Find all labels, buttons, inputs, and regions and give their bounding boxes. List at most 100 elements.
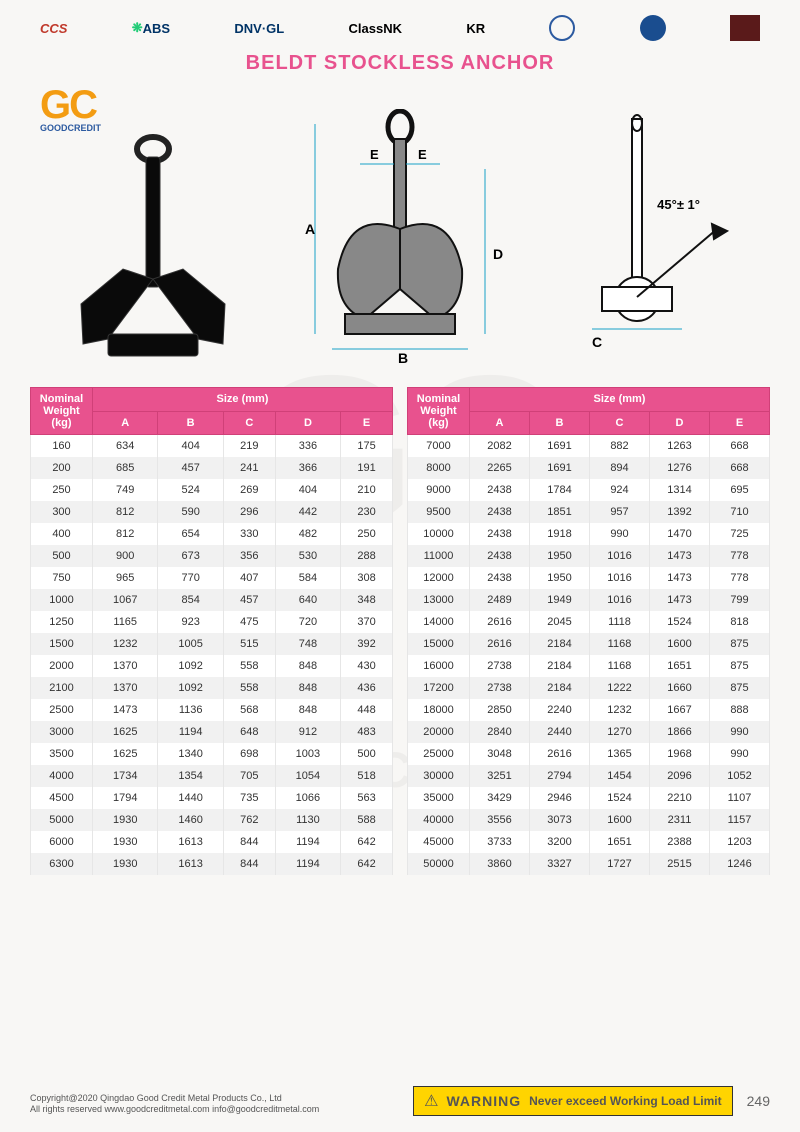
cell: 668 [710, 457, 770, 479]
svg-text:E: E [370, 147, 379, 162]
cell: 1950 [530, 545, 590, 567]
cell: 668 [710, 435, 770, 458]
cell: 210 [341, 479, 393, 501]
cell: 10000 [408, 523, 470, 545]
anchor-diagram-side: C [523, 109, 770, 369]
cell: 3327 [530, 853, 590, 875]
cell: 1930 [93, 853, 158, 875]
cell: 404 [158, 435, 223, 458]
cell: 404 [275, 479, 340, 501]
cell: 2438 [470, 479, 530, 501]
cell: 957 [590, 501, 650, 523]
table-row: 4500037333200165123881203 [408, 831, 770, 853]
cell: 457 [158, 457, 223, 479]
cell: 1613 [158, 853, 223, 875]
cert-abs: ❋ABS [132, 14, 170, 42]
cell: 1918 [530, 523, 590, 545]
cell: 448 [341, 699, 393, 721]
cell: 3251 [470, 765, 530, 787]
cell: 588 [341, 809, 393, 831]
cell: 748 [275, 633, 340, 655]
cell: 762 [223, 809, 275, 831]
th-col: D [650, 411, 710, 435]
table-row: 8000226516918941276668 [408, 457, 770, 479]
cell: 673 [158, 545, 223, 567]
cell: 1232 [93, 633, 158, 655]
cert-classnk: ClassNK [349, 14, 402, 42]
cell: 3500 [31, 743, 93, 765]
table-row: 300812590296442230 [31, 501, 393, 523]
table-row: 160634404219336175 [31, 435, 393, 458]
warning-box: ⚠ WARNING Never exceed Working Load Limi… [413, 1086, 733, 1116]
cell: 40000 [408, 809, 470, 831]
cell: 1016 [590, 545, 650, 567]
cell: 778 [710, 545, 770, 567]
cell: 336 [275, 435, 340, 458]
cell: 725 [710, 523, 770, 545]
table-row: 12501165923475720370 [31, 611, 393, 633]
cell: 370 [341, 611, 393, 633]
cell: 330 [223, 523, 275, 545]
cell: 882 [590, 435, 650, 458]
cell: 875 [710, 633, 770, 655]
table-row: 150012321005515748392 [31, 633, 393, 655]
cell: 1660 [650, 677, 710, 699]
cell: 5000 [31, 809, 93, 831]
th-size: Size (mm) [470, 388, 770, 412]
cell: 3556 [470, 809, 530, 831]
cell: 1270 [590, 721, 650, 743]
table-row: 400812654330482250 [31, 523, 393, 545]
cell: 18000 [408, 699, 470, 721]
cell: 894 [590, 457, 650, 479]
svg-text:A: A [305, 221, 315, 237]
th-size: Size (mm) [93, 388, 393, 412]
svg-text:B: B [398, 350, 408, 366]
cell: 563 [341, 787, 393, 809]
cell: 1054 [275, 765, 340, 787]
cell: 500 [341, 743, 393, 765]
cert-badge1 [549, 14, 575, 42]
cell: 200 [31, 457, 93, 479]
cell: 250 [31, 479, 93, 501]
th-nominal: Nominal Weight (kg) [408, 388, 470, 435]
cell: 749 [93, 479, 158, 501]
cell: 1130 [275, 809, 340, 831]
table-row: 160002738218411681651875 [408, 655, 770, 677]
cell: 30000 [408, 765, 470, 787]
table-row: 5000038603327172725151246 [408, 853, 770, 875]
cell: 15000 [408, 633, 470, 655]
cell: 848 [275, 699, 340, 721]
cell: 2738 [470, 655, 530, 677]
cell: 442 [275, 501, 340, 523]
cell: 2045 [530, 611, 590, 633]
cell: 1950 [530, 567, 590, 589]
table-row: 3500034292946152422101107 [408, 787, 770, 809]
cell: 1066 [275, 787, 340, 809]
cell: 3429 [470, 787, 530, 809]
cell: 1370 [93, 655, 158, 677]
cell: 2265 [470, 457, 530, 479]
cell: 750 [31, 567, 93, 589]
table-row: 180002850224012321667888 [408, 699, 770, 721]
cell: 2210 [650, 787, 710, 809]
copyright: Copyright@2020 Qingdao Good Credit Metal… [30, 1093, 319, 1105]
cell: 695 [710, 479, 770, 501]
cell: 1968 [650, 743, 710, 765]
cell: 366 [275, 457, 340, 479]
cell: 1625 [93, 743, 158, 765]
cell: 430 [341, 655, 393, 677]
cell: 1473 [650, 567, 710, 589]
cell: 990 [590, 523, 650, 545]
th-col: D [275, 411, 340, 435]
page-number: 249 [747, 1093, 770, 1109]
cell: 1473 [650, 589, 710, 611]
cert-kr: KR [466, 14, 485, 42]
cell: 1157 [710, 809, 770, 831]
cell: 1651 [590, 831, 650, 853]
cell: 1727 [590, 853, 650, 875]
cell: 1136 [158, 699, 223, 721]
cell: 2438 [470, 567, 530, 589]
cell: 1454 [590, 765, 650, 787]
cell: 735 [223, 787, 275, 809]
cell: 848 [275, 677, 340, 699]
